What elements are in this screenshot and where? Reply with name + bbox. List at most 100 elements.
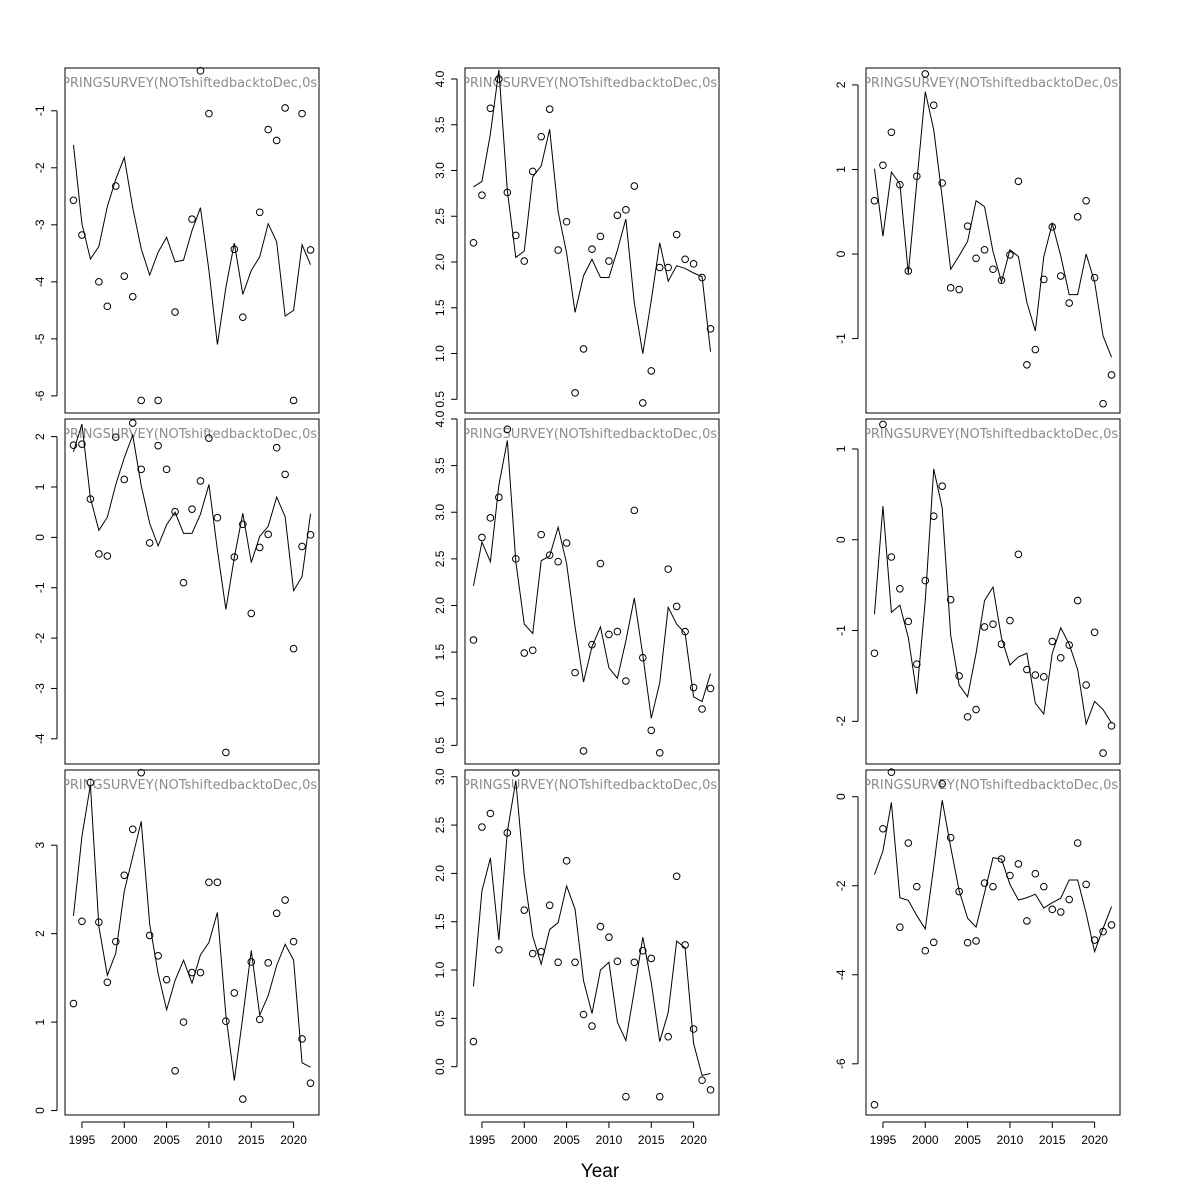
data-point (647, 726, 656, 735)
data-point (1090, 628, 1099, 637)
y-tick-label: 2.5 (433, 550, 447, 567)
data-point (622, 677, 630, 685)
x-tick-label: 2015 (238, 1133, 265, 1147)
data-point (95, 550, 103, 558)
data-point (1099, 749, 1107, 757)
data-point (929, 512, 938, 520)
data-point (554, 557, 562, 566)
data-point (1031, 671, 1040, 679)
panel-title: SPRINGSURVEY(NOTshiftedbacktoDec,0sat (855, 778, 1131, 793)
data-point (655, 1092, 664, 1101)
data-point (520, 906, 529, 914)
fitted-line (72, 784, 311, 1081)
x-tick-label: 2015 (638, 1133, 665, 1147)
x-tick-label: 2010 (596, 1133, 623, 1147)
plot-frame (64, 769, 320, 1116)
data-point (605, 933, 613, 941)
data-point (655, 263, 664, 272)
x-tick-label: 2020 (680, 1133, 707, 1147)
y-tick-label: 1 (33, 1018, 47, 1025)
data-point (469, 238, 478, 247)
data-point (870, 1100, 879, 1109)
data-point (921, 576, 930, 585)
data-point (486, 514, 495, 522)
data-point (128, 825, 137, 834)
data-point (622, 206, 630, 214)
data-point (145, 931, 154, 940)
data-point (879, 420, 887, 429)
y-tick-label: 0 (834, 536, 848, 543)
data-point (562, 857, 571, 865)
data-point (289, 937, 298, 946)
data-point (571, 389, 579, 397)
data-point (281, 104, 289, 112)
data-point (281, 896, 289, 904)
panel-7: SPRINGSURVEY(NOTshiftedbacktoDec,0sat 0 1 2… (33, 768, 320, 1147)
data-point (596, 559, 605, 568)
data-point (272, 443, 281, 452)
data-point (1099, 399, 1107, 408)
y-tick-label: 1 (33, 483, 47, 490)
y-tick-label: 2.0 (433, 597, 447, 614)
x-tick-label: 2020 (280, 1133, 307, 1147)
data-point (281, 470, 289, 479)
data-point (179, 578, 188, 587)
y-tick-label: -4 (33, 733, 47, 744)
fitted-line (473, 69, 712, 354)
data-point (545, 551, 554, 559)
y-tick-label: 2.0 (433, 253, 447, 270)
y-tick-label: 1.5 (433, 299, 447, 316)
data-point (946, 284, 955, 292)
data-point (605, 630, 613, 639)
x-tick-label: 2020 (1081, 1133, 1108, 1147)
data-point (306, 1079, 315, 1087)
data-point (921, 70, 930, 78)
data-point (128, 292, 137, 301)
y-tick-label: -1 (33, 582, 47, 593)
data-point (1040, 673, 1048, 681)
data-point (588, 1022, 596, 1030)
y-tick-label: -3 (33, 219, 47, 230)
data-point (655, 749, 664, 757)
data-point (205, 434, 213, 442)
y-tick-label: 4.0 (433, 70, 447, 87)
data-point (103, 302, 112, 311)
data-point (879, 161, 887, 170)
data-point (264, 125, 273, 134)
data-point (938, 482, 947, 490)
plot-frame (865, 67, 1121, 414)
data-point (272, 136, 281, 145)
data-point (963, 938, 972, 947)
data-point (672, 602, 681, 611)
panel-title: SPRINGSURVEY(NOTshiftedbacktoDec,0sat (454, 76, 730, 91)
data-point (145, 539, 154, 547)
data-point (120, 475, 129, 484)
data-point (171, 1066, 179, 1075)
plot-frame (464, 769, 720, 1116)
data-point (579, 345, 588, 353)
data-point (1023, 917, 1031, 925)
data-point (162, 465, 171, 474)
data-point (239, 1095, 247, 1103)
data-point (1056, 653, 1065, 662)
panels-grid: SPRINGSURVEY(NOTshiftedbacktoDec,0sat -6 -… (33, 67, 1131, 1147)
plot-frame (64, 67, 320, 414)
data-point (120, 871, 129, 880)
data-point (537, 132, 546, 141)
x-tick-label: 2000 (511, 1133, 538, 1147)
y-tick-label: 1.5 (433, 913, 447, 930)
data-point (112, 937, 120, 946)
data-point (887, 553, 896, 561)
y-tick-label: -2 (834, 880, 848, 891)
data-point (554, 246, 562, 254)
data-point (946, 833, 955, 842)
y-tick-label: 2.0 (433, 865, 447, 882)
x-tick-label: 2015 (1039, 1133, 1066, 1147)
data-point (478, 533, 486, 542)
data-point (630, 958, 639, 967)
y-tick-label: -1 (834, 625, 848, 636)
data-point (528, 949, 537, 958)
y-tick-label: 3 (33, 842, 47, 849)
data-point (478, 823, 486, 831)
data-point (989, 620, 997, 628)
